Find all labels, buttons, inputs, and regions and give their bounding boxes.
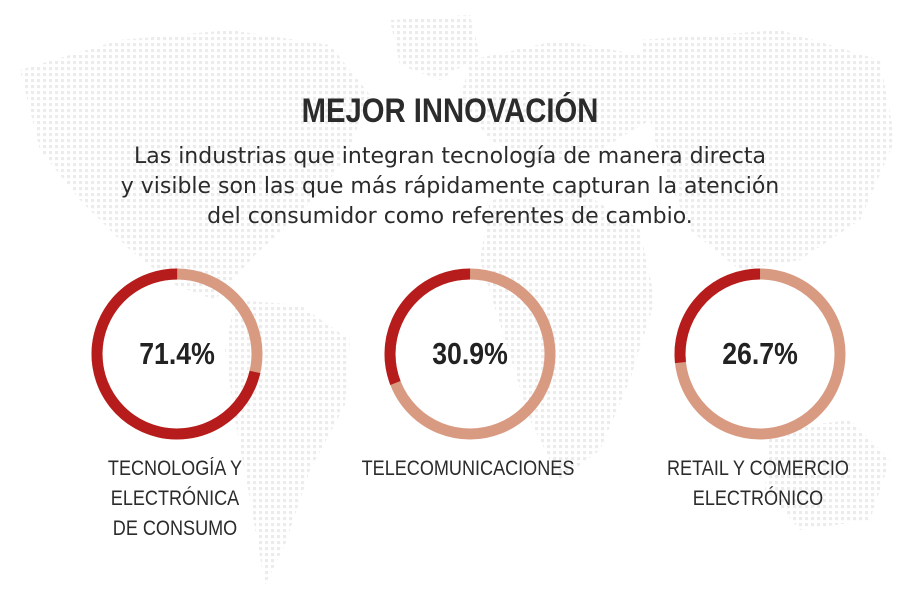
category-label-technology: TECNOLOGÍA Y ELECTRÓNICA DE CONSUMO	[55, 454, 296, 544]
donut-value-label: 71.4%	[139, 336, 215, 371]
donut-chart-telecom: 30.9%	[380, 264, 560, 444]
category-label-telecom: TELECOMUNICACIONES	[348, 454, 589, 484]
category-label-line: TECNOLOGÍA Y ELECTRÓNICA	[107, 457, 243, 510]
map-australia	[765, 420, 890, 530]
page-title: MEJOR INNOVACIÓN	[301, 92, 599, 130]
donut-value-label: 30.9%	[432, 336, 508, 371]
subtitle-line: del consumidor como referentes de cambio…	[207, 204, 693, 229]
donut-chart-retail: 26.7%	[670, 264, 850, 444]
donut-svg	[674, 268, 846, 440]
donut-value-label: 26.7%	[722, 336, 798, 371]
category-label-line: ELECTRÓNICO	[692, 487, 824, 510]
page-subtitle: Las industrias que integran tecnología d…	[80, 142, 820, 232]
category-label-line: TELECOMUNICACIONES	[361, 457, 575, 480]
category-label-retail: RETAIL Y COMERCIO ELECTRÓNICO	[638, 454, 879, 514]
subtitle-line: Las industrias que integran tecnología d…	[134, 144, 766, 169]
subtitle-line: y visible son las que más rápidamente ca…	[120, 174, 780, 199]
donut-chart-technology: 71.4%	[87, 264, 267, 444]
map-africa	[480, 190, 655, 480]
map-greenland	[390, 15, 480, 80]
category-label-line: RETAIL Y COMERCIO	[667, 457, 849, 480]
category-label-line: DE CONSUMO	[112, 517, 238, 540]
map-europe	[460, 40, 650, 165]
donut-fill	[384, 268, 556, 440]
donut-svg	[384, 268, 556, 440]
map-asia	[640, 30, 895, 270]
donut-svg	[91, 268, 263, 440]
map-north-america	[20, 30, 370, 300]
